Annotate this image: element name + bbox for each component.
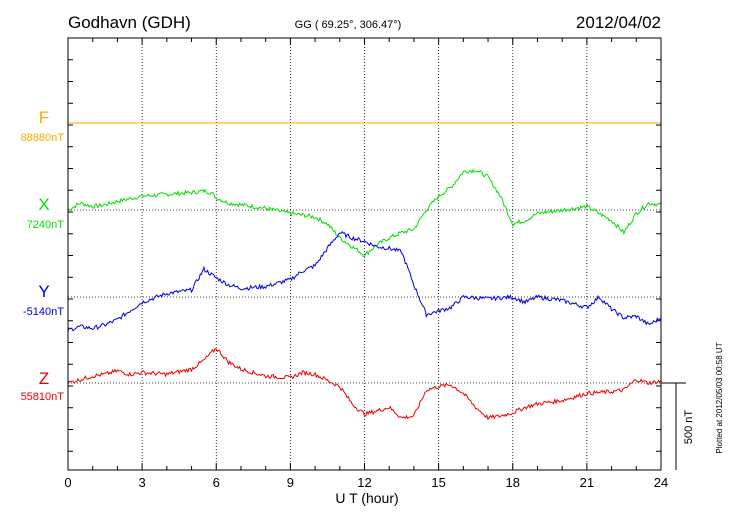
series-labels: F 88880nT X 7240nT Y -5140nT Z 55810nT [21,108,65,403]
grid-lines [68,38,661,470]
series-baseline-f: 88880nT [21,132,65,144]
series-baseline-z: 55810nT [21,391,65,403]
series-line-x [67,168,662,258]
x-tick-label: 6 [213,475,220,490]
station-title: Godhavn (GDH) [68,13,191,32]
series-baseline-y: -5140nT [23,306,64,318]
x-tick-label: 24 [654,475,668,490]
x-tick-label: 3 [139,475,146,490]
x-tick-label: 21 [580,475,594,490]
plotted-timestamp: Plotted at 2012/05/03 00:58 UT [715,342,724,453]
x-tick-label: 18 [506,475,520,490]
series-baseline-x: 7240nT [27,219,65,231]
station-coords: GG ( 69.25°, 306.47°) [295,19,402,31]
x-tick-labels: 0 3 6 9 12 15 18 21 24 [64,475,668,490]
series-name-z: Z [39,369,49,388]
scale-bar: 500 nT [661,382,695,470]
series-layer [67,122,662,421]
series-name-f: F [39,108,49,127]
x-tick-label: 9 [287,475,294,490]
series-line-y [67,231,662,332]
series-line-z [67,348,662,421]
x-tick-label: 15 [431,475,445,490]
x-tick-label: 12 [357,475,371,490]
plot-frame [67,37,662,471]
series-name-x: X [38,195,49,214]
scale-label: 500 nT [683,410,695,445]
series-name-y: Y [38,282,49,301]
x-tick-label: 0 [64,475,71,490]
x-axis-label: U T (hour) [335,490,398,506]
axis-ticks [67,38,662,470]
plot-date: 2012/04/02 [576,13,661,32]
